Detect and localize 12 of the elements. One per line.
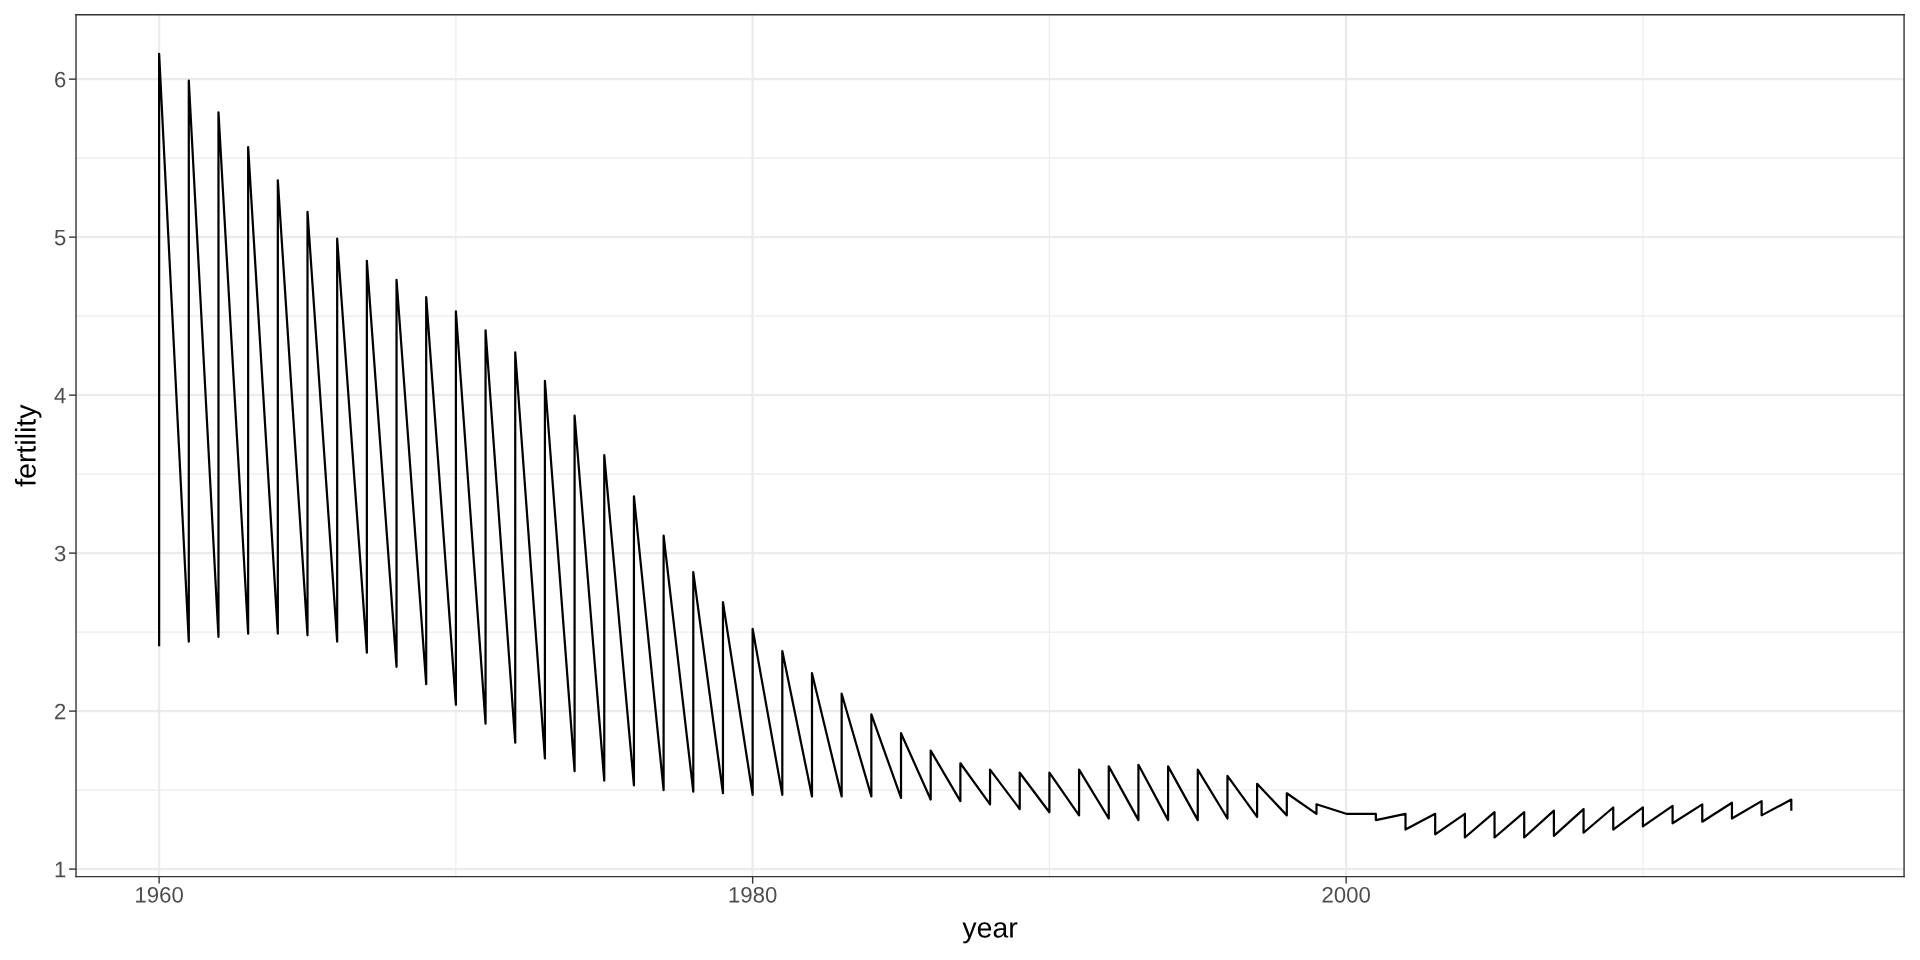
line-series <box>158 52 1793 839</box>
y-tick-label: 1 <box>55 861 66 878</box>
x-axis-title: year <box>962 922 1018 944</box>
y-axis-title: fertility <box>14 404 42 487</box>
y-tick-label: 3 <box>54 545 66 562</box>
y-tick-label: 2 <box>55 703 66 720</box>
x-tick-label: 2000 <box>1322 886 1371 903</box>
y-tick-label: 5 <box>54 229 66 246</box>
y-tick-label: 4 <box>54 387 66 404</box>
x-tick-label: 1980 <box>729 886 777 903</box>
y-tick-label: 6 <box>55 71 66 88</box>
x-tick-label: 1960 <box>136 886 183 903</box>
